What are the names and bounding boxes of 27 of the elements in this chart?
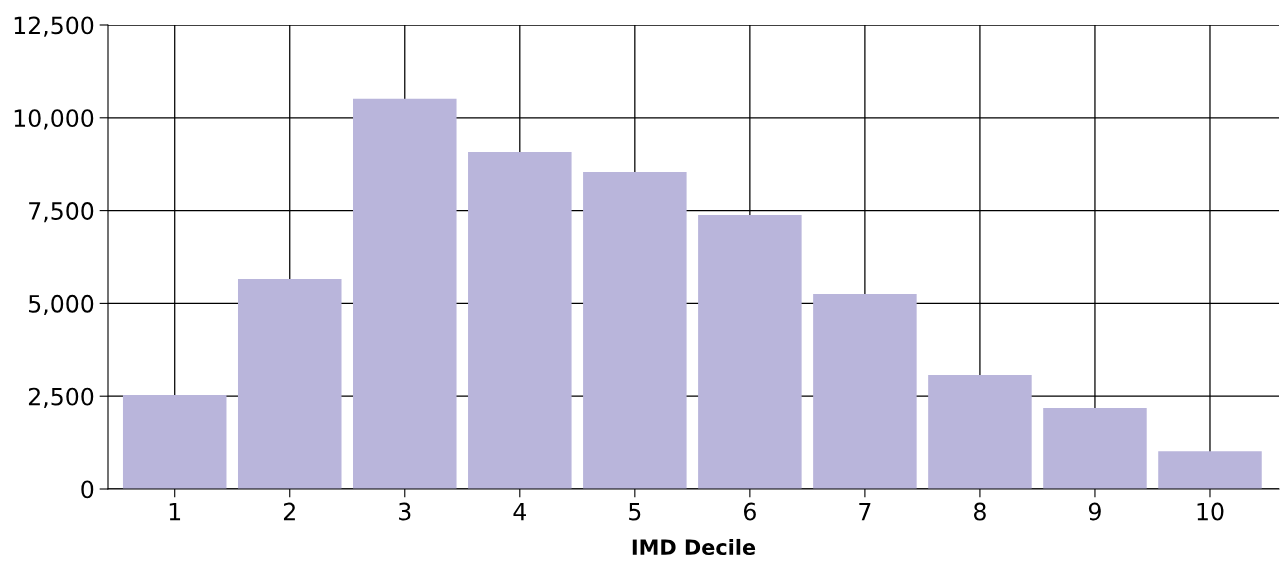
x-tick-label: 9 [1088,502,1101,521]
x-tick-label: 1 [169,502,181,521]
y-tick-label: 10,000 [14,109,94,130]
bar [583,172,687,489]
x-tick-label: 4 [513,502,526,521]
x-tick-label: 3 [399,502,411,521]
y-tick-label: 2,500 [28,387,94,408]
y-tick-label: 0 [81,480,94,499]
bar [813,294,917,489]
x-tick-label: 8 [974,502,986,521]
bar [1158,451,1262,489]
bar [1043,408,1147,489]
bar [698,215,802,489]
x-axis-title: IMD Decile [632,538,756,556]
x-tick-label: 10 [1197,502,1224,521]
x-tick-label: 5 [629,502,641,521]
y-tick-label: 5,000 [29,294,94,316]
x-tick-label: 7 [859,502,871,521]
x-tick-label: 2 [283,502,295,521]
x-tick-label: 6 [744,502,756,521]
bar [353,98,457,489]
bar [237,278,342,489]
bar [468,151,572,489]
bar [122,395,227,489]
y-tick-label: 7,500 [29,202,94,223]
bar [928,375,1032,489]
y-tick-label: 12,500 [14,16,94,37]
